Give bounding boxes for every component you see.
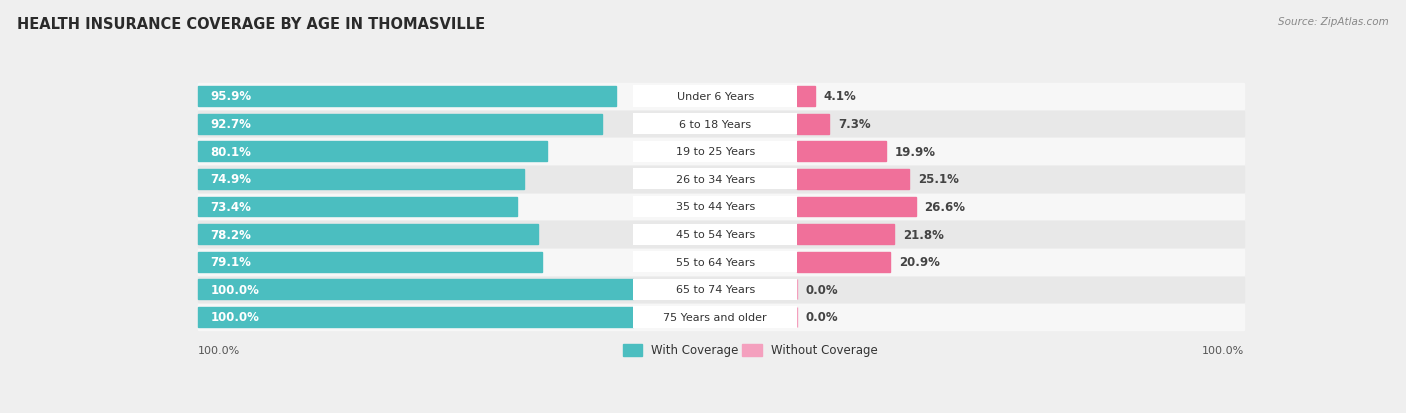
Bar (797, 142, 886, 162)
Bar (197, 222, 1244, 247)
Bar (797, 87, 815, 107)
Text: 100.0%: 100.0% (211, 283, 260, 296)
Text: 55 to 64 Years: 55 to 64 Years (675, 257, 755, 267)
Bar (797, 225, 894, 244)
Text: 35 to 44 Years: 35 to 44 Years (675, 202, 755, 212)
Bar (633, 114, 797, 135)
Bar (797, 169, 910, 189)
Bar (797, 252, 890, 272)
Bar (797, 114, 830, 134)
Text: 19 to 25 Years: 19 to 25 Years (675, 147, 755, 157)
Text: 21.8%: 21.8% (903, 228, 943, 241)
Bar (633, 279, 797, 300)
Bar (633, 86, 797, 107)
Text: Source: ZipAtlas.com: Source: ZipAtlas.com (1278, 17, 1389, 26)
Text: HEALTH INSURANCE COVERAGE BY AGE IN THOMASVILLE: HEALTH INSURANCE COVERAGE BY AGE IN THOM… (17, 17, 485, 31)
Text: 74.9%: 74.9% (211, 173, 252, 186)
Bar (197, 139, 1244, 165)
Bar (197, 307, 633, 327)
Text: 25.1%: 25.1% (918, 173, 959, 186)
Text: 26.6%: 26.6% (924, 200, 966, 214)
Text: 7.3%: 7.3% (838, 118, 870, 131)
Text: 45 to 54 Years: 45 to 54 Years (675, 230, 755, 240)
Text: 95.9%: 95.9% (211, 90, 252, 103)
Bar (197, 112, 1244, 137)
Bar (633, 252, 797, 273)
Text: 75 Years and older: 75 Years and older (664, 312, 766, 322)
Text: 80.1%: 80.1% (211, 145, 252, 158)
Bar (633, 141, 797, 162)
Bar (623, 344, 643, 356)
Bar (197, 277, 1244, 302)
Bar (197, 87, 616, 107)
Text: Under 6 Years: Under 6 Years (676, 92, 754, 102)
Bar (197, 280, 633, 299)
Bar (633, 307, 797, 328)
Text: Without Coverage: Without Coverage (770, 344, 877, 356)
Text: 79.1%: 79.1% (211, 256, 252, 268)
Text: 19.9%: 19.9% (894, 145, 935, 158)
Text: 92.7%: 92.7% (211, 118, 252, 131)
Text: 100.0%: 100.0% (197, 345, 240, 355)
Text: 100.0%: 100.0% (1201, 345, 1244, 355)
Text: 65 to 74 Years: 65 to 74 Years (675, 285, 755, 294)
Bar (797, 197, 915, 217)
Text: 78.2%: 78.2% (211, 228, 252, 241)
Bar (742, 344, 762, 356)
Bar (633, 169, 797, 190)
Bar (197, 169, 524, 189)
Bar (197, 84, 1244, 109)
Bar (197, 225, 538, 244)
Bar (633, 197, 797, 218)
Bar (633, 224, 797, 245)
Bar (197, 197, 517, 217)
Bar (197, 114, 602, 134)
Text: 26 to 34 Years: 26 to 34 Years (675, 174, 755, 184)
Bar (197, 252, 543, 272)
Text: 6 to 18 Years: 6 to 18 Years (679, 119, 751, 129)
Text: 73.4%: 73.4% (211, 200, 252, 214)
Bar (197, 304, 1244, 330)
Text: 20.9%: 20.9% (898, 256, 939, 268)
Text: 0.0%: 0.0% (806, 283, 838, 296)
Text: 0.0%: 0.0% (806, 311, 838, 324)
Bar (197, 142, 547, 162)
Bar (197, 249, 1244, 275)
Text: With Coverage: With Coverage (651, 344, 738, 356)
Text: 100.0%: 100.0% (211, 311, 260, 324)
Bar (197, 166, 1244, 192)
Bar (197, 194, 1244, 220)
Text: 4.1%: 4.1% (824, 90, 856, 103)
